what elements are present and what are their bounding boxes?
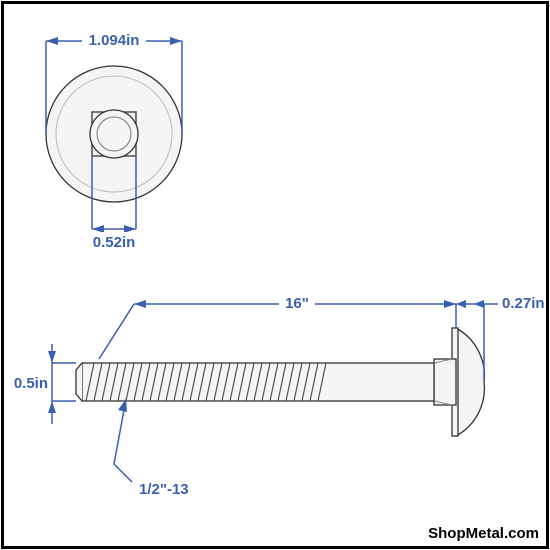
- diagram-frame: 1.094in 0.52in: [1, 1, 549, 549]
- dim-square-label: 0.52in: [93, 234, 136, 251]
- dim-length: 16": [99, 292, 456, 359]
- dim-thread-label: 1/2"-13: [139, 481, 189, 498]
- dim-dia-label: 0.5in: [14, 375, 48, 392]
- dim-headh-label: 0.27in: [502, 295, 545, 312]
- brand-text: ShopMetal.com: [428, 525, 539, 542]
- dim-thread-callout: 1/2"-13: [114, 399, 189, 498]
- dim-head-dia-label: 1.094in: [89, 32, 140, 49]
- top-view: [46, 66, 182, 202]
- dim-diameter: 0.5in: [6, 344, 76, 424]
- drawing-canvas: 1.094in 0.52in: [4, 4, 546, 546]
- bolt-head-dome: [456, 328, 484, 436]
- bolt-neck-side: [434, 359, 456, 405]
- bolt-tip: [76, 363, 82, 401]
- dim-length-label: 16": [285, 295, 309, 312]
- side-view: [76, 328, 484, 436]
